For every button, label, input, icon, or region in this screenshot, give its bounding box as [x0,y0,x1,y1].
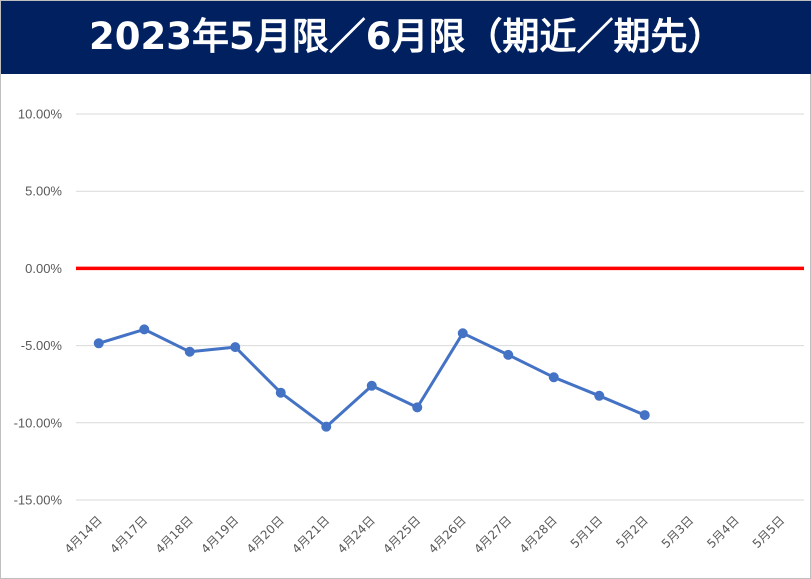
x-tick-label: 4月25日 [380,513,423,556]
data-point [93,338,104,349]
x-tick-label: 5月2日 [613,513,651,551]
y-tick-label: -15.00% [14,493,63,508]
x-tick-label: 4月24日 [335,513,378,556]
x-tick-label: 4月14日 [62,513,105,556]
y-tick-label: -5.00% [21,338,63,353]
x-tick-label: 5月4日 [704,513,742,551]
chart-title: 2023年5月限／6月限（期近／期先） [89,15,725,58]
y-tick-label: 5.00% [25,184,62,199]
y-tick-label: 0.00% [25,261,62,276]
y-tick-label: -10.00% [14,415,63,430]
x-tick-label: 5月3日 [659,513,697,551]
x-tick-label: 4月26日 [426,513,469,556]
x-tick-label: 4月28日 [517,513,560,556]
x-tick-label: 4月18日 [153,513,196,556]
x-tick-label: 4月17日 [107,513,150,556]
data-point [457,328,468,339]
x-tick-label: 4月21日 [289,513,332,556]
data-point [139,324,150,335]
data-point [639,410,650,421]
x-tick-label: 4月20日 [244,513,287,556]
data-point [594,390,605,401]
data-point [184,346,195,357]
x-tick-label: 4月27日 [471,513,514,556]
x-tick-label: 5月5日 [750,513,788,551]
title-bar: 2023年5月限／6月限（期近／期先） [1,1,811,74]
data-point [230,342,241,353]
x-tick-label: 5月1日 [568,513,606,551]
x-tick-label: 4月19日 [198,513,241,556]
y-tick-label: 10.00% [18,107,63,122]
data-point [503,349,514,360]
data-point [366,380,377,391]
data-point [548,372,559,383]
series-line [98,327,646,429]
data-point [275,387,286,398]
data-point [412,402,423,413]
data-point [321,421,332,432]
